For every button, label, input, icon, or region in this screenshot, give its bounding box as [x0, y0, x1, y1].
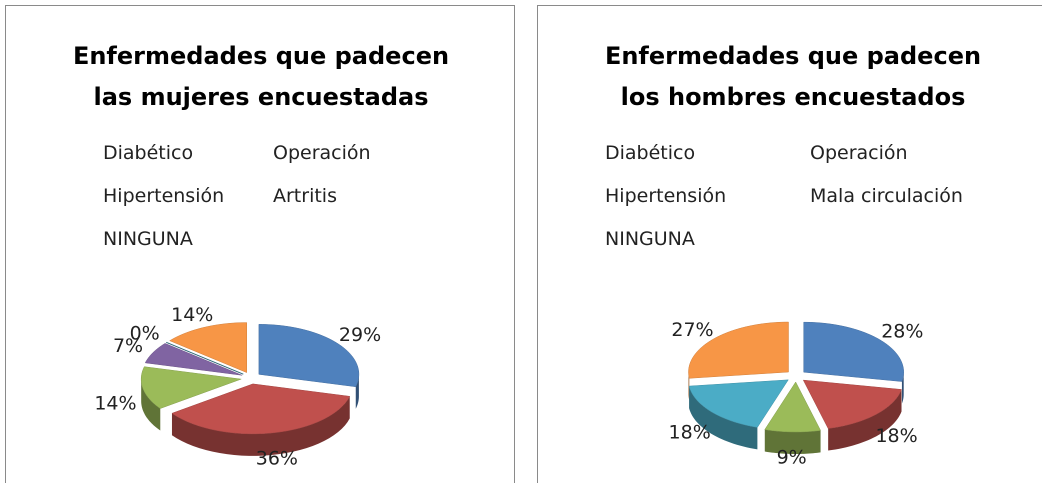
pie-tops — [688, 321, 904, 433]
legend-label: Hipertensión — [103, 185, 225, 207]
chart-panel: Enfermedades que padecen las mujeres enc… — [5, 5, 515, 483]
data-label: 28% — [881, 321, 923, 343]
legend-item: Hipertensión — [96, 185, 266, 207]
pie-slice-side — [689, 386, 758, 450]
pie-tops — [140, 322, 360, 435]
legend-label: Mala circulación — [810, 185, 963, 207]
legend: Diabético Operación Hipertensión Artritis NI… — [96, 142, 371, 250]
pie-sides — [141, 374, 359, 456]
pie-slice — [140, 366, 242, 409]
data-label: 18% — [669, 422, 711, 444]
pie-slice-side — [141, 379, 161, 431]
legend-item: Operación — [803, 142, 963, 164]
data-label: 29% — [339, 324, 381, 346]
pie-slice — [171, 383, 351, 435]
data-label: 36% — [256, 447, 298, 469]
pie-slice-side — [764, 429, 821, 454]
legend-item: Diabético — [96, 142, 266, 164]
legend-label: Diabético — [605, 142, 696, 164]
chart-title: Enfermedades que padecen las mujeres enc… — [72, 42, 450, 111]
pie-area: 27% 28% 18% 18% 9% — [669, 319, 924, 469]
legend-item: Mala circulación — [803, 185, 963, 207]
pie-sides — [688, 372, 904, 454]
pie-slice — [144, 343, 243, 376]
pie-slice — [802, 379, 902, 429]
pie-slice — [688, 321, 789, 379]
pie-slice — [166, 341, 244, 375]
pie-slice — [169, 322, 247, 373]
legend-label: NINGUNA — [103, 228, 193, 250]
pie-slice — [764, 381, 821, 433]
data-label: 9% — [777, 447, 807, 469]
pie-slice-side — [901, 372, 904, 404]
legend-label: Diabético — [103, 142, 194, 164]
pie-area: 14% 0% 29% 7% 14% 36% — [94, 304, 381, 469]
data-label: 14% — [171, 304, 213, 326]
pie-slice-side — [171, 396, 350, 456]
legend-item: Hipertensión — [598, 185, 803, 207]
chart-title: Enfermedades que padecen los hombres enc… — [604, 42, 982, 111]
pie-slice — [688, 379, 789, 428]
legend-item: Operación — [266, 142, 371, 164]
legend-item: NINGUNA — [96, 228, 266, 250]
data-label: 0% — [130, 323, 160, 345]
chart-panel: Enfermedades que padecen los hombres enc… — [537, 5, 1042, 483]
pie-slice-side — [355, 374, 359, 409]
data-label: 18% — [875, 425, 917, 447]
legend-label: Artritis — [273, 185, 337, 207]
legend-label: NINGUNA — [605, 228, 695, 250]
legend-item: Diabético — [598, 142, 803, 164]
data-label: 27% — [671, 319, 713, 341]
legend: Diabético Operación Hipertensión Mala circu… — [598, 142, 963, 250]
legend-label: Hipertensión — [605, 185, 727, 207]
legend-label: Operación — [273, 142, 371, 164]
legend-label: Operación — [810, 142, 908, 164]
pie-slice-side — [828, 389, 902, 451]
data-label: 14% — [94, 393, 136, 415]
pie-slice — [803, 321, 904, 382]
legend-item: NINGUNA — [598, 228, 803, 250]
pie-slice — [258, 324, 360, 388]
data-label: 7% — [113, 335, 143, 357]
legend-item: Artritis — [266, 185, 371, 207]
